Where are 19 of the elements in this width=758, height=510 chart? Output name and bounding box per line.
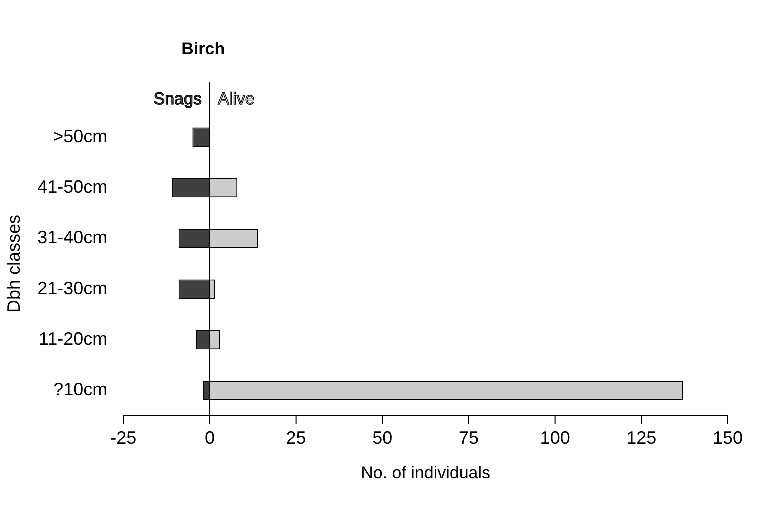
x-axis-title: No. of individuals xyxy=(361,463,491,482)
y-tick-label: 41-50cm xyxy=(38,176,108,197)
x-tick-label: 25 xyxy=(286,428,306,448)
x-tick-label: 0 xyxy=(204,428,215,448)
series-label: Snags xyxy=(154,90,202,109)
y-tick-label: ?10cm xyxy=(54,380,108,400)
x-tick-label: 100 xyxy=(540,428,570,448)
y-tick-label: 11-20cm xyxy=(38,328,108,349)
x-tick-label: 125 xyxy=(626,428,657,448)
y-tick-label: >50cm xyxy=(53,126,108,146)
x-tick-label: 150 xyxy=(712,428,744,448)
y-axis-title: Dbh classes xyxy=(4,214,24,314)
y-tick-label: 21-30cm xyxy=(38,278,108,298)
chart-title: Birch xyxy=(182,40,226,59)
y-tick-label: 31-40cm xyxy=(38,228,108,248)
x-tick-label: 50 xyxy=(372,428,393,448)
x-tick-label: 75 xyxy=(458,428,479,448)
text: Alive xyxy=(218,90,255,109)
x-tick-label: -25 xyxy=(110,428,137,448)
